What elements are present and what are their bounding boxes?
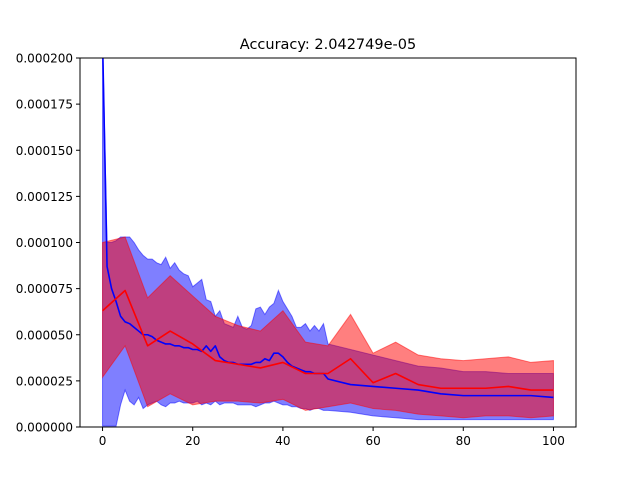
y-axis: 0.000000 0.000025 0.000050 0.000075 0.000100… [16, 52, 80, 435]
y-tick-label: 0.000000 [16, 421, 73, 435]
y-tick-label: 0.000025 [16, 374, 73, 388]
y-tick-label: 0.000075 [16, 282, 73, 296]
x-tick-label: 20 [185, 434, 200, 448]
series-lines [102, 58, 554, 399]
y-tick-label: 0.000200 [16, 52, 73, 66]
x-axis: 0 20 40 60 80 100 [99, 427, 565, 448]
x-tick-label: 80 [456, 434, 471, 448]
y-tick-label: 0.000150 [16, 144, 73, 158]
x-tick-label: 0 [99, 434, 107, 448]
y-tick-label: 0.000050 [16, 328, 73, 342]
y-tick-label: 0.000100 [16, 236, 73, 250]
confidence-bands [102, 58, 554, 427]
x-tick-label: 100 [542, 434, 565, 448]
x-tick-label: 60 [365, 434, 380, 448]
x-tick-label: 40 [275, 434, 290, 448]
y-tick-label: 0.000125 [16, 190, 73, 204]
series-1-band [102, 236, 554, 419]
y-tick-label: 0.000175 [16, 98, 73, 112]
series-1-line [102, 289, 554, 391]
chart-title: Accuracy: 2.042749e-05 [240, 37, 416, 53]
